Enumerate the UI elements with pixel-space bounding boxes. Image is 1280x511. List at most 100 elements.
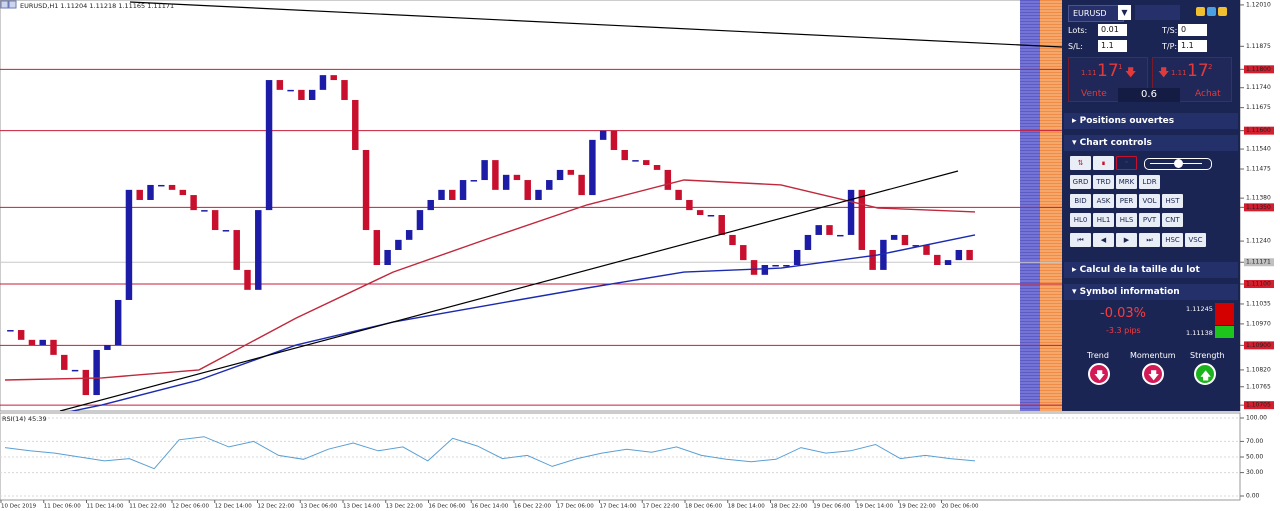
control-button[interactable]: PVT: [1139, 213, 1160, 227]
tool-button[interactable]: ∎: [1093, 156, 1114, 170]
ts-input[interactable]: 0: [1178, 24, 1207, 36]
symbol-search[interactable]: [1135, 5, 1180, 20]
control-button[interactable]: CNT: [1162, 213, 1183, 227]
candle: [405, 230, 413, 240]
zoom-slider[interactable]: [1144, 158, 1212, 170]
candle: [28, 339, 36, 346]
x-tick-label: 19 Dec 22:00: [899, 504, 936, 510]
tool-button[interactable]: ⇅: [1070, 156, 1091, 170]
y-tick-label: 30.00: [1246, 469, 1263, 476]
y-tick-label: 1.11875: [1246, 43, 1271, 50]
section-header[interactable]: ▾ Chart controls: [1064, 135, 1238, 151]
y-tick-label: 1.11540: [1246, 146, 1271, 153]
buy-label: Achat: [1195, 89, 1221, 99]
candle: [39, 339, 46, 346]
candle: [7, 330, 14, 332]
sl-input[interactable]: 1.1: [1098, 40, 1127, 52]
x-tick-label: 16 Dec 22:00: [514, 504, 551, 510]
control-button[interactable]: LDR: [1139, 175, 1160, 189]
control-button[interactable]: HLS: [1116, 213, 1137, 227]
section-toggle: ▸: [1072, 116, 1080, 126]
candle: [438, 189, 445, 200]
control-button[interactable]: HL1: [1093, 213, 1114, 227]
candle: [815, 225, 822, 235]
y-tick-label: 1.11100: [1246, 281, 1271, 288]
icon-button[interactable]: [1207, 7, 1216, 16]
candle: [901, 234, 909, 246]
x-tick-label: 18 Dec 06:00: [685, 504, 722, 510]
candle: [125, 189, 133, 300]
tp-label: T/P:: [1162, 42, 1178, 51]
candle: [513, 174, 521, 181]
y-tick-label: 1.11240: [1246, 238, 1271, 245]
slider-thumb[interactable]: [1174, 159, 1183, 168]
control-button[interactable]: VSC: [1185, 233, 1206, 247]
control-button[interactable]: VOL: [1139, 194, 1160, 208]
control-button[interactable]: ASK: [1093, 194, 1114, 208]
buy-button[interactable]: 🡇 1.11 17 2 Achat: [1152, 57, 1232, 102]
y-tick-label: 1.11800: [1246, 66, 1271, 73]
x-tick-label: 20 Dec 06:00: [942, 504, 979, 510]
info-low: 1.11138: [1186, 329, 1213, 337]
tool-button[interactable]: ⌃: [1116, 156, 1137, 170]
tp-input[interactable]: 1.1: [1178, 40, 1207, 52]
nav-button[interactable]: ▶: [1116, 233, 1137, 247]
candle: [449, 189, 456, 200]
nav-button[interactable]: ◀: [1093, 233, 1114, 247]
control-button[interactable]: GRD: [1070, 175, 1091, 189]
y-tick-label: 1.11171: [1246, 259, 1271, 266]
section-header[interactable]: ▸ Positions ouvertes: [1064, 113, 1238, 129]
x-tick-label: 16 Dec 14:00: [471, 504, 508, 510]
candle: [287, 89, 294, 92]
candle: [427, 199, 434, 211]
candle: [740, 245, 747, 261]
y-tick-highlight: [1244, 203, 1274, 212]
control-button[interactable]: PER: [1116, 194, 1137, 208]
x-tick-label: 13 Dec 14:00: [343, 504, 380, 510]
candle: [136, 189, 143, 200]
x-tick-label: 13 Dec 06:00: [300, 504, 337, 510]
sell-price-small: 1.11: [1081, 69, 1097, 77]
icon-button[interactable]: [1196, 7, 1205, 16]
nav-button[interactable]: ⏮: [1070, 233, 1091, 247]
symbol-select[interactable]: EURUSD: [1068, 5, 1124, 22]
candle: [890, 234, 898, 240]
candle: [567, 169, 575, 175]
candle: [308, 89, 316, 100]
candle: [319, 75, 327, 90]
arrow: 🡅: [1200, 369, 1212, 382]
y-tick-highlight: [1244, 280, 1274, 289]
candle: [944, 260, 952, 266]
nav-button[interactable]: ⏭: [1139, 233, 1160, 247]
candle: [653, 165, 661, 170]
x-tick-label: 11 Dec 06:00: [44, 504, 81, 510]
x-tick-label: 12 Dec 14:00: [215, 504, 252, 510]
y-tick-label: 0.00: [1246, 493, 1260, 500]
icon-button[interactable]: [1218, 7, 1227, 16]
y-tick-label: 1.10765: [1246, 383, 1271, 390]
section-header[interactable]: ▸ Calcul de la taille du lot: [1064, 262, 1238, 278]
control-button[interactable]: BID: [1070, 194, 1091, 208]
sell-price-pip: 1: [1118, 63, 1123, 71]
lots-input[interactable]: 0.01: [1098, 24, 1127, 36]
candle: [233, 230, 240, 270]
x-tick-label: 12 Dec 22:00: [258, 504, 295, 510]
control-button[interactable]: TRD: [1093, 175, 1114, 189]
control-button[interactable]: HSC: [1162, 233, 1183, 247]
y-tick-highlight: [1244, 126, 1274, 135]
section-toggle: ▾: [1072, 138, 1080, 148]
sell-arrow: 🡇: [1125, 66, 1137, 79]
control-button[interactable]: HST: [1162, 194, 1183, 208]
candle: [158, 184, 165, 187]
y-tick-label: 1.11475: [1246, 166, 1271, 173]
control-button[interactable]: MRK: [1116, 175, 1137, 189]
symbol-dropdown[interactable]: ▼: [1118, 5, 1131, 20]
candle: [82, 369, 90, 396]
section-header[interactable]: ▾ Symbol information: [1064, 284, 1238, 300]
y-tick-label: 1.11350: [1246, 204, 1271, 211]
control-button[interactable]: HL0: [1070, 213, 1091, 227]
candle: [880, 239, 887, 270]
rsi-title: RSI(14) 45.39: [2, 415, 47, 423]
candle: [869, 249, 876, 270]
